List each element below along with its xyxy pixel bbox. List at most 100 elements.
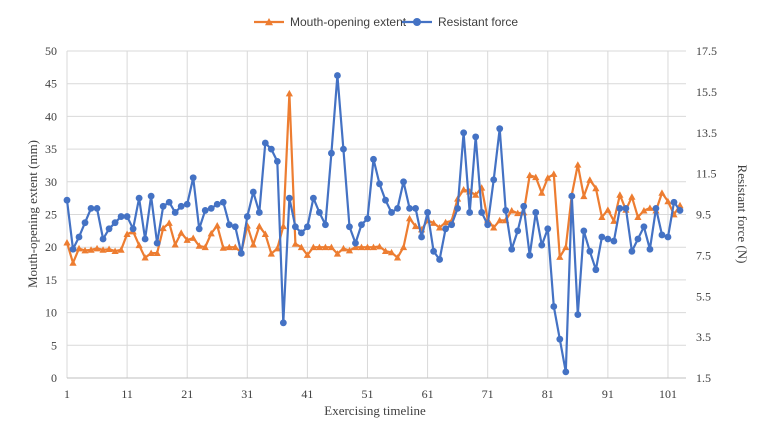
data-point xyxy=(394,204,401,212)
data-point xyxy=(562,368,570,376)
data-point xyxy=(183,236,191,243)
data-point xyxy=(105,225,113,233)
data-point xyxy=(375,242,384,250)
right-axis-title: Resistant force (N) xyxy=(735,165,750,264)
x-tick-label: 21 xyxy=(181,387,193,401)
data-point xyxy=(171,240,179,248)
data-point xyxy=(351,243,360,251)
data-point xyxy=(346,223,353,231)
legend: Mouth-opening extent Resistant force xyxy=(254,15,518,29)
data-point xyxy=(580,192,588,200)
data-point xyxy=(225,243,233,251)
data-point xyxy=(418,233,425,241)
data-point xyxy=(466,209,474,216)
right-tick-label: 1.5 xyxy=(696,371,711,385)
x-tick-label: 11 xyxy=(121,387,133,401)
data-point xyxy=(514,209,522,217)
data-point xyxy=(532,209,540,216)
data-point xyxy=(159,202,167,210)
data-point xyxy=(123,230,131,237)
data-point xyxy=(628,247,636,255)
data-point xyxy=(334,72,341,79)
data-point xyxy=(261,230,269,237)
data-point xyxy=(81,246,89,254)
data-point xyxy=(255,222,263,230)
x-axis-title: Exercising timeline xyxy=(324,403,426,418)
data-point xyxy=(321,243,330,251)
data-point xyxy=(75,233,83,241)
right-tick-label: 5.5 xyxy=(696,289,711,303)
left-tick-label: 20 xyxy=(45,240,57,254)
data-point xyxy=(105,245,113,253)
data-point xyxy=(315,243,324,251)
right-tick-label: 15.5 xyxy=(696,85,717,99)
data-point xyxy=(670,198,678,206)
right-tick-label: 9.5 xyxy=(696,208,711,222)
left-tick-label: 45 xyxy=(45,77,57,91)
left-tick-label: 30 xyxy=(45,175,57,189)
data-point xyxy=(129,225,137,233)
data-point xyxy=(159,224,167,232)
left-axis-ticks: 0 5 10 15 20 25 30 35 40 45 50 xyxy=(45,44,57,385)
data-point xyxy=(352,239,359,247)
left-tick-label: 0 xyxy=(51,371,57,385)
data-point xyxy=(328,149,335,157)
data-point xyxy=(538,241,546,249)
data-point xyxy=(285,194,293,202)
data-point xyxy=(454,204,462,212)
data-point xyxy=(556,335,564,343)
data-point xyxy=(544,174,552,181)
data-point xyxy=(87,246,95,253)
data-point xyxy=(646,204,654,211)
left-tick-label: 15 xyxy=(45,273,57,287)
data-point xyxy=(309,194,317,202)
data-point xyxy=(580,227,588,235)
data-point xyxy=(610,217,618,224)
legend-item: Mouth-opening extent xyxy=(254,15,407,29)
data-point xyxy=(219,198,227,206)
data-point xyxy=(442,225,450,233)
data-point xyxy=(117,213,125,220)
data-point xyxy=(478,209,486,216)
data-point xyxy=(490,223,498,231)
data-point xyxy=(207,229,215,237)
data-point xyxy=(63,196,71,204)
data-point xyxy=(357,243,366,251)
data-point xyxy=(93,244,101,252)
data-point xyxy=(147,192,155,200)
data-point xyxy=(412,204,419,212)
data-point xyxy=(616,191,624,198)
data-point xyxy=(165,219,173,226)
x-tick-label: 51 xyxy=(361,387,373,401)
data-point xyxy=(411,222,420,230)
data-point xyxy=(652,204,660,212)
data-point xyxy=(63,239,71,246)
data-point xyxy=(496,216,504,224)
data-point xyxy=(658,189,666,196)
data-point xyxy=(658,231,666,239)
data-point xyxy=(640,206,648,214)
data-point xyxy=(189,234,197,241)
data-point xyxy=(526,171,534,179)
data-point xyxy=(381,247,390,255)
data-point xyxy=(243,213,251,220)
data-point xyxy=(75,244,83,252)
data-point xyxy=(406,204,413,212)
x-tick-label: 101 xyxy=(659,387,677,401)
series-resistant-force xyxy=(63,72,684,376)
data-point xyxy=(297,243,305,251)
data-point xyxy=(111,247,119,255)
data-point xyxy=(327,243,336,251)
gridlines xyxy=(66,50,686,379)
data-point xyxy=(484,221,492,229)
data-point xyxy=(279,222,287,230)
series-layer xyxy=(63,72,684,376)
data-point xyxy=(369,243,378,251)
data-point xyxy=(604,206,612,213)
data-point xyxy=(460,129,468,137)
data-point xyxy=(111,219,119,227)
data-point xyxy=(93,204,101,212)
data-point xyxy=(333,250,342,257)
data-point xyxy=(628,193,636,200)
